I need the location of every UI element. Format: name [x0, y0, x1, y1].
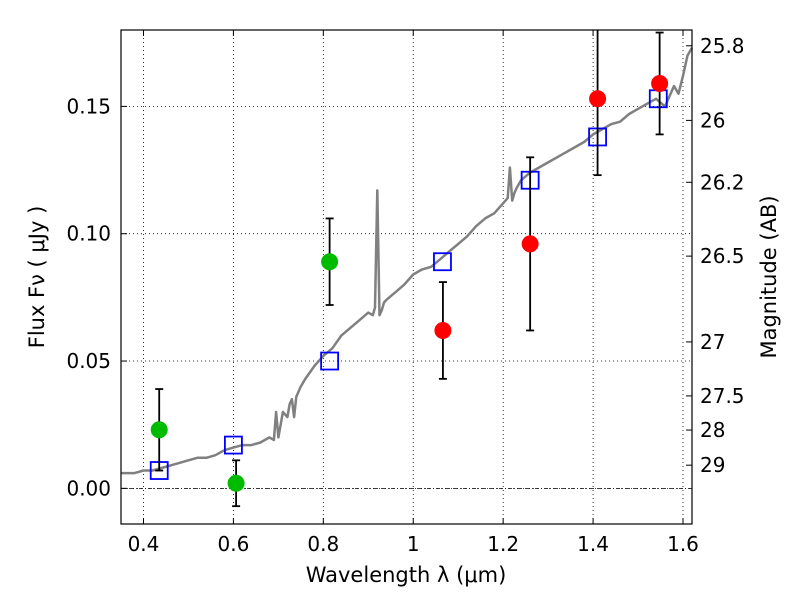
data-point [589, 90, 607, 108]
x-tick-label: 1 [407, 532, 420, 556]
data-point [321, 253, 339, 271]
y-tick-label: 0.00 [66, 476, 111, 500]
axis-ticks: 0.4 0.6 0.8 1 1.2 1.4 1.6 0.00 0.05 0.10 0.15 25.8 2… [66, 30, 745, 556]
y-tick-label: 0.15 [66, 94, 111, 118]
model-photometry-point [320, 351, 340, 371]
data-point [434, 321, 452, 339]
y2-axis-label: Magnitude (AB) [757, 195, 781, 358]
x-tick-label: 1.2 [487, 532, 519, 556]
y2-tick-label: 26.2 [700, 170, 745, 194]
y2-tick-label: 27.5 [700, 384, 745, 408]
model-photometry-point [224, 435, 243, 455]
x-tick-label: 0.8 [307, 532, 339, 556]
plot-border [120, 29, 693, 525]
data-point [521, 235, 539, 253]
data-point [227, 474, 245, 492]
plot-frame [120, 29, 693, 525]
x-tick-label: 1.6 [667, 532, 699, 556]
model-photometry-point [433, 252, 452, 272]
x-tick-label: 1.4 [577, 532, 609, 556]
y2-tick-label: 29 [700, 453, 725, 477]
plot-area [121, 30, 694, 508]
data-point [150, 421, 168, 439]
y2-tick-label: 27 [700, 330, 725, 354]
y2-tick-label: 28 [700, 418, 725, 442]
x-tick-label: 0.6 [217, 532, 249, 556]
x-axis-label: Wavelength λ (μm) [306, 563, 507, 587]
y-axis-label: Flux Fν ( μJy ) [25, 206, 49, 349]
y2-tick-label: 26 [700, 108, 725, 132]
data-point [651, 74, 669, 92]
x-tick-label: 0.4 [128, 532, 160, 556]
y2-tick-label: 26.5 [700, 244, 745, 268]
y-tick-label: 0.10 [66, 222, 111, 246]
y-tick-label: 0.05 [66, 349, 111, 373]
y2-tick-label: 25.8 [700, 34, 745, 58]
